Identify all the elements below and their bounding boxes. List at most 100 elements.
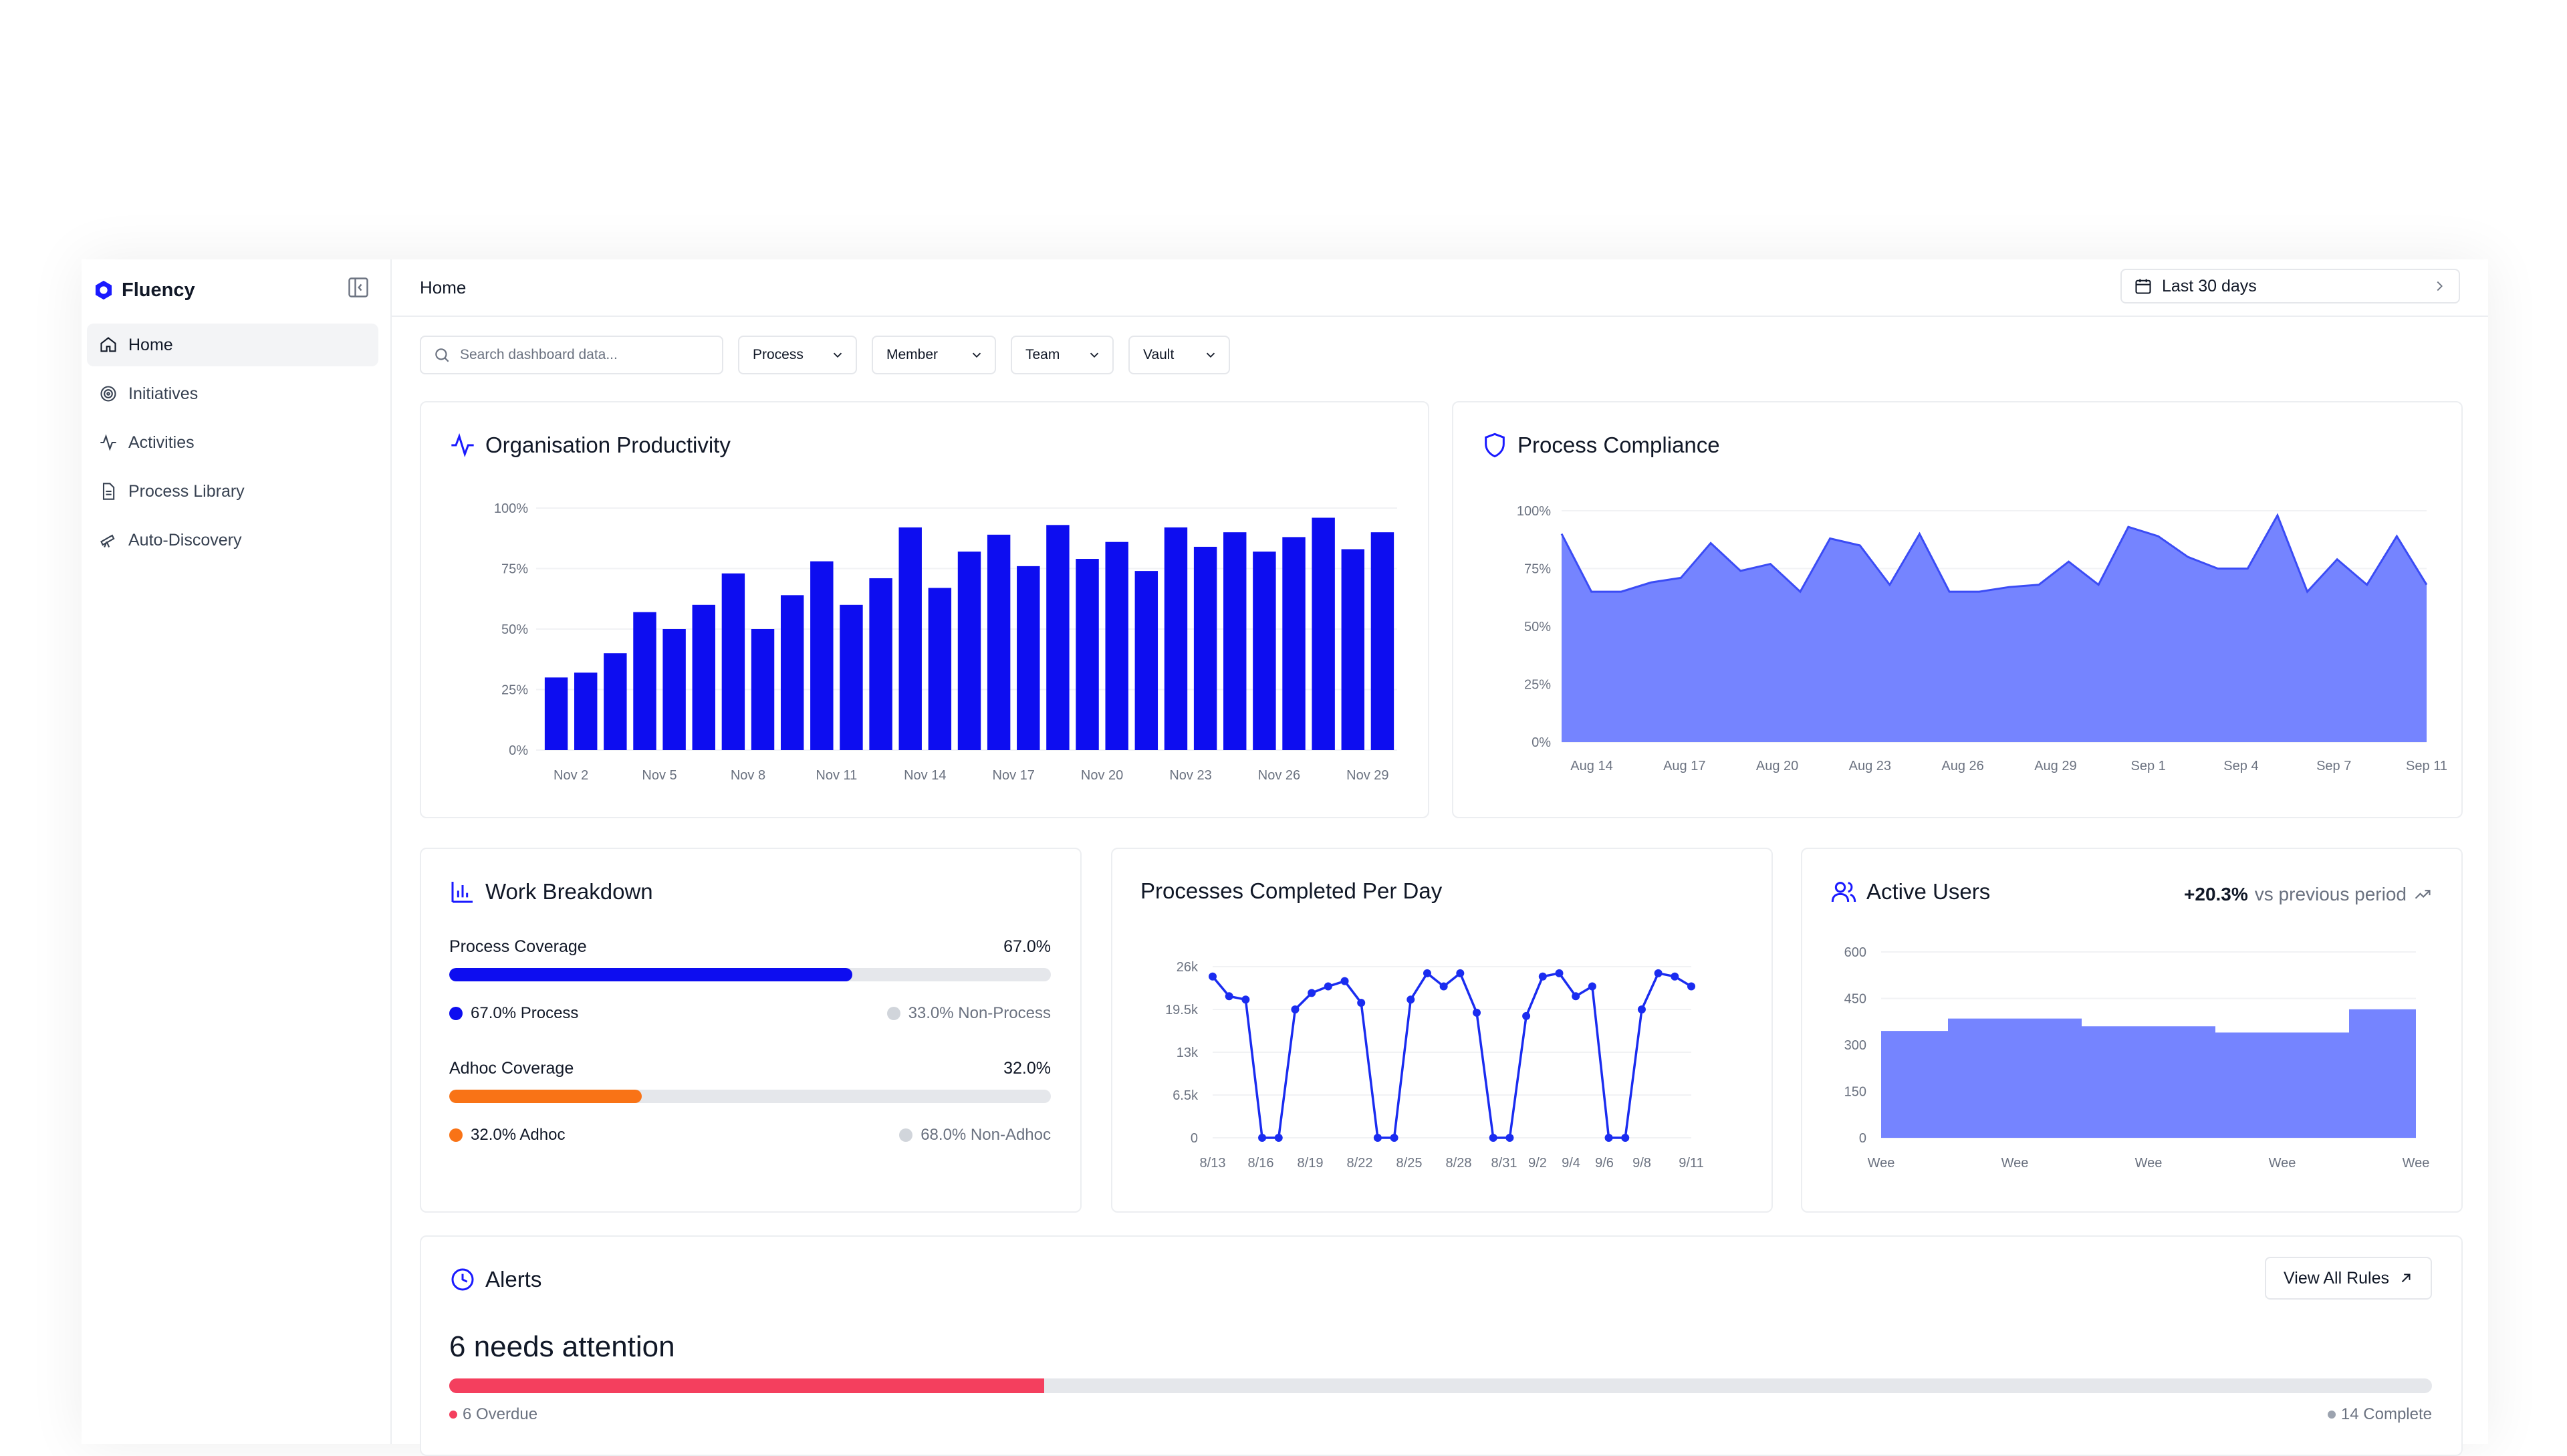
card-title: Process Compliance <box>1481 432 1720 459</box>
card-title: Work Breakdown <box>449 878 653 905</box>
sidebar-item-activities[interactable]: Activities <box>87 421 378 464</box>
adhoc-coverage-row: Adhoc Coverage 32.0% <box>449 1059 1051 1078</box>
filter-label: Team <box>1025 347 1060 362</box>
alerts-progress-bar <box>449 1378 2432 1393</box>
date-range-button[interactable]: Last 30 days <box>2120 269 2460 304</box>
x-tick-label: Sep 4 <box>2223 759 2258 773</box>
x-tick-label: Nov 2 <box>554 768 588 783</box>
bar <box>780 595 804 750</box>
x-tick-label: 8/31 <box>1491 1156 1517 1171</box>
bar <box>1282 537 1306 750</box>
x-tick-label: Nov 23 <box>1169 768 1211 783</box>
filter-bar: Process Member Team Vault <box>420 336 1230 374</box>
y-tick-label: 25% <box>501 683 528 698</box>
bar <box>1134 571 1158 750</box>
y-tick-label: 0 <box>1191 1131 1198 1146</box>
adhoc-coverage-fill <box>449 1090 642 1103</box>
x-tick-label: Sep 7 <box>2316 759 2351 773</box>
data-point <box>1522 1011 1531 1020</box>
overdue-fill <box>449 1378 1044 1393</box>
breadcrumb[interactable]: Home <box>420 277 467 297</box>
x-tick-label: Nov 8 <box>731 768 765 783</box>
sidebar-item-process-library[interactable]: Process Library <box>87 470 378 513</box>
data-point <box>1308 989 1316 997</box>
overdue-label: 6 Overdue <box>463 1405 538 1423</box>
bar <box>1253 552 1276 750</box>
x-tick-label: Aug 23 <box>1849 759 1891 773</box>
sidebar-item-label: Activities <box>128 433 195 452</box>
x-tick-label: 8/19 <box>1298 1156 1324 1171</box>
y-tick-label: 0% <box>1532 735 1551 750</box>
data-point <box>1588 982 1596 991</box>
legend-label: 33.0% Non-Process <box>908 1004 1051 1022</box>
overdue-dot-icon <box>449 1411 457 1419</box>
filter-label: Process <box>753 347 804 362</box>
card-title: Active Users <box>1830 878 1990 905</box>
x-tick-label: Aug 29 <box>2034 759 2076 773</box>
data-point <box>1621 1134 1630 1142</box>
filter-team-dropdown[interactable]: Team <box>1011 336 1114 374</box>
sidebar-item-initiatives[interactable]: Initiatives <box>87 372 378 415</box>
y-tick-label: 50% <box>501 622 528 637</box>
x-tick-label: Aug 17 <box>1663 759 1705 773</box>
filter-member-dropdown[interactable]: Member <box>872 336 996 374</box>
data-point <box>1489 1134 1497 1142</box>
document-icon <box>102 483 115 500</box>
sidebar-item-auto-discovery[interactable]: Auto-Discovery <box>87 519 378 562</box>
sidebar-item-home[interactable]: Home <box>87 324 378 366</box>
view-all-rules-button[interactable]: View All Rules <box>2265 1257 2432 1300</box>
brand[interactable]: Fluency <box>92 274 195 306</box>
fluency-logo-icon <box>95 280 112 300</box>
y-tick-label: 50% <box>1524 620 1551 634</box>
alerts-headline: 6 needs attention <box>449 1330 675 1363</box>
x-tick-label: Wee <box>2001 1156 2029 1171</box>
data-point <box>1291 1005 1300 1013</box>
compliance-area <box>1562 515 2427 742</box>
x-tick-label: Nov 14 <box>904 768 946 783</box>
process-coverage-bar <box>449 968 1051 981</box>
x-tick-label: 8/16 <box>1248 1156 1274 1171</box>
process-coverage-label: Process Coverage <box>449 937 587 956</box>
non-adhoc-dot-icon <box>899 1128 913 1142</box>
y-tick-label: 13k <box>1177 1046 1199 1060</box>
chevron-down-icon <box>1206 352 1215 358</box>
data-point <box>1637 1005 1646 1013</box>
bar <box>574 673 598 750</box>
date-range-label: Last 30 days <box>2162 276 2257 295</box>
data-point <box>1572 992 1580 1001</box>
filter-process-dropdown[interactable]: Process <box>738 336 857 374</box>
data-point <box>1407 995 1415 1004</box>
search-input[interactable] <box>459 346 702 364</box>
processes-per-day-line-chart: 26k 19.5k 13k 6.5k 08/13 8/16 8/19 8/22 8/25 8/28… <box>1165 960 1704 1171</box>
bar <box>840 604 863 750</box>
processes-per-day-title: Processes Completed Per Day <box>1140 878 1443 903</box>
process-coverage-row: Process Coverage 67.0% <box>449 937 1051 957</box>
bar <box>662 629 686 750</box>
productivity-card: Organisation Productivity 100% 75% 50% 25% 0… <box>420 401 1429 818</box>
y-tick-label: 6.5k <box>1173 1088 1199 1103</box>
x-tick-label: 8/22 <box>1347 1156 1373 1171</box>
filter-label: Vault <box>1143 347 1175 362</box>
bar <box>810 561 834 750</box>
filter-vault-dropdown[interactable]: Vault <box>1128 336 1230 374</box>
bar <box>1312 517 1335 750</box>
data-point <box>1555 969 1564 977</box>
compliance-line <box>1560 513 2428 594</box>
legend-adhoc: 32.0% Adhoc <box>449 1126 565 1144</box>
search-icon <box>435 348 449 362</box>
users-icon <box>1831 882 1856 902</box>
top-bar: Home Last 30 days <box>392 259 2488 317</box>
bar <box>1223 532 1247 750</box>
collapse-sidebar-button[interactable] <box>346 275 370 299</box>
trend-up-icon <box>2415 890 2431 899</box>
bar <box>1370 532 1394 750</box>
bar <box>1193 546 1217 750</box>
data-point <box>1604 1134 1613 1142</box>
data-point <box>1423 969 1431 977</box>
bar <box>869 578 892 750</box>
calendar-icon <box>2135 279 2151 294</box>
x-tick-label: Aug 26 <box>1941 759 1983 773</box>
legend-complete: 14 Complete <box>2327 1405 2432 1424</box>
main-content: Home Last 30 days Process <box>392 259 2488 1456</box>
